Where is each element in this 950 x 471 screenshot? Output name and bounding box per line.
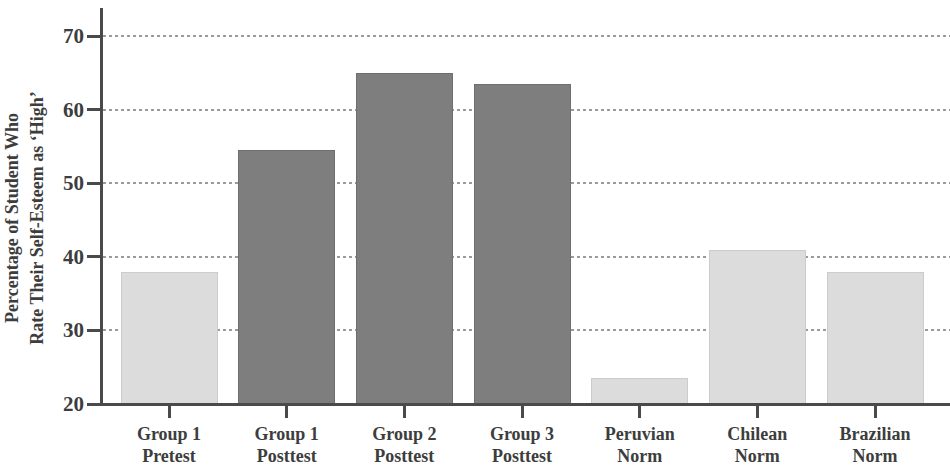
y-tick-label-40: 40 (38, 244, 84, 270)
x-category-label-line-1: Group 2 (339, 423, 469, 445)
y-axis-title-line-2: Rate Their Self-Esteem as ‘High’ (25, 8, 50, 428)
x-axis-line (100, 403, 950, 406)
x-axis-tick-group-3-posttest (521, 406, 524, 418)
y-tick-label-50: 50 (38, 170, 84, 196)
x-category-label-brazilian-norm: BrazilianNorm (810, 423, 940, 467)
x-category-label-group-1-posttest: Group 1Posttest (222, 423, 352, 467)
x-category-label-group-1-pretest: Group 1Pretest (104, 423, 234, 467)
bar-group-2-posttest (356, 73, 453, 404)
bar-chart: Percentage of Student Who Rate Their Sel… (0, 0, 950, 471)
x-category-label-group-2-posttest: Group 2Posttest (339, 423, 469, 467)
y-tick-label-20: 20 (38, 391, 84, 417)
x-category-label-line-1: Group 3 (457, 423, 587, 445)
x-category-label-line-1: Group 1 (104, 423, 234, 445)
x-category-label-line-2: Norm (575, 445, 705, 467)
x-axis-tick-group-2-posttest (403, 406, 406, 418)
y-tick-label-70: 70 (38, 23, 84, 49)
gridline-70 (103, 35, 950, 37)
y-axis-line (100, 8, 103, 406)
y-axis-title: Percentage of Student Who Rate Their Sel… (0, 8, 52, 428)
x-category-label-line-2: Posttest (222, 445, 352, 467)
bar-group-1-pretest (121, 272, 218, 404)
bar-chilean-norm (709, 250, 806, 404)
x-category-label-line-1: Chilean (692, 423, 822, 445)
bar-group-3-posttest (474, 84, 571, 404)
bar-group-1-posttest (238, 150, 335, 404)
x-category-label-line-2: Posttest (339, 445, 469, 467)
x-category-label-group-3-posttest: Group 3Posttest (457, 423, 587, 467)
y-axis-tick-30 (87, 329, 100, 332)
y-tick-label-30: 30 (38, 317, 84, 343)
y-axis-tick-70 (87, 35, 100, 38)
x-category-label-line-2: Posttest (457, 445, 587, 467)
x-axis-tick-group-1-posttest (285, 406, 288, 418)
x-category-label-line-2: Norm (692, 445, 822, 467)
bar-brazilian-norm (827, 272, 924, 404)
x-axis-tick-peruvian-norm (638, 406, 641, 418)
x-category-label-line-1: Group 1 (222, 423, 352, 445)
y-axis-tick-60 (87, 108, 100, 111)
x-category-label-line-2: Norm (810, 445, 940, 467)
x-axis-tick-chilean-norm (756, 406, 759, 418)
x-category-label-peruvian-norm: PeruvianNorm (575, 423, 705, 467)
x-axis-tick-brazilian-norm (874, 406, 877, 418)
y-axis-tick-40 (87, 255, 100, 258)
y-axis-title-line-1: Percentage of Student Who (0, 8, 25, 428)
x-category-label-line-1: Brazilian (810, 423, 940, 445)
y-axis-tick-20 (87, 403, 100, 406)
y-tick-label-60: 60 (38, 97, 84, 123)
bar-peruvian-norm (591, 378, 688, 404)
x-axis-tick-group-1-pretest (168, 406, 171, 418)
x-category-label-line-1: Peruvian (575, 423, 705, 445)
x-category-label-line-2: Pretest (104, 445, 234, 467)
y-axis-tick-50 (87, 182, 100, 185)
x-category-label-chilean-norm: ChileanNorm (692, 423, 822, 467)
